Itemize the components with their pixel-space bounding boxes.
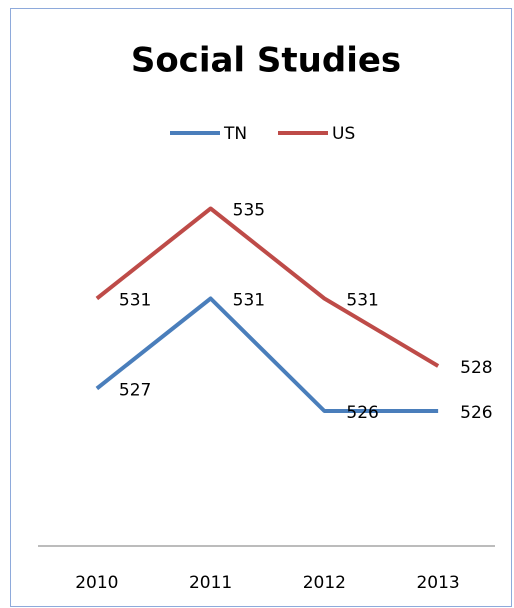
legend-label: US bbox=[332, 124, 355, 144]
x-tick-label: 2010 bbox=[75, 573, 118, 593]
data-label: 531 bbox=[346, 291, 378, 311]
legend-label: TN bbox=[223, 124, 247, 144]
data-label: 531 bbox=[119, 291, 151, 311]
data-label: 526 bbox=[346, 403, 378, 423]
data-label: 526 bbox=[460, 403, 492, 423]
data-label: 528 bbox=[460, 358, 492, 378]
chart-frame bbox=[10, 8, 512, 607]
data-label: 531 bbox=[233, 291, 265, 311]
data-label: 527 bbox=[119, 381, 151, 401]
data-label: 535 bbox=[233, 201, 265, 221]
series-line bbox=[95, 206, 440, 368]
x-tick-label: 2011 bbox=[189, 573, 232, 593]
chart-title: Social Studies bbox=[131, 41, 401, 81]
x-tick-label: 2013 bbox=[416, 573, 459, 593]
x-tick-label: 2012 bbox=[303, 573, 346, 593]
series-line bbox=[95, 296, 439, 413]
